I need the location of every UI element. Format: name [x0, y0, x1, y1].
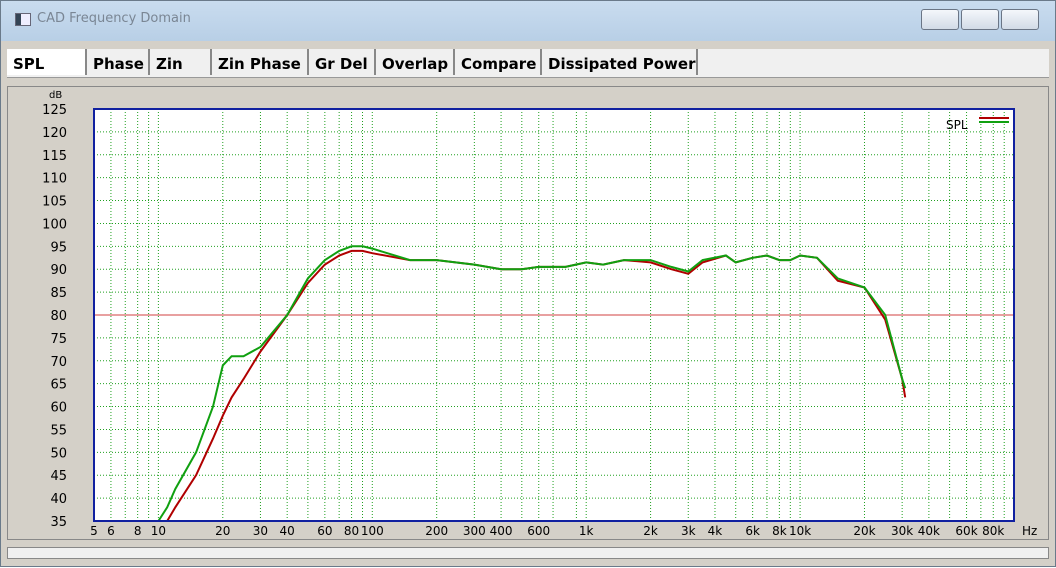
x-tick-label: 30k: [891, 524, 913, 538]
maximize-button[interactable]: [961, 9, 999, 30]
x-tick-label: 6k: [745, 524, 760, 538]
y-tick-label: 70: [50, 355, 67, 370]
x-tick-label: 4k: [708, 524, 723, 538]
tab[interactable]: Dissipated Power: [542, 49, 698, 75]
tab[interactable]: Overlap: [376, 49, 455, 75]
status-bar: [7, 547, 1049, 559]
y-tick-label: 105: [42, 195, 67, 210]
x-tick-label: 20k: [853, 524, 875, 538]
x-tick-label: 10k: [789, 524, 811, 538]
x-tick-label: 80: [344, 524, 359, 538]
y-tick-label: 55: [50, 423, 67, 438]
x-tick-label: 30: [253, 524, 268, 538]
x-tick-label: 60: [317, 524, 332, 538]
y-tick-label: 85: [50, 286, 67, 301]
tab[interactable]: Phase: [87, 49, 150, 75]
y-tick-label: 35: [50, 515, 67, 530]
x-tick-label: 20: [215, 524, 230, 538]
y-tick-label: 75: [50, 332, 67, 347]
y-tick-label: 50: [50, 446, 67, 461]
x-tick-label: 80k: [982, 524, 1004, 538]
y-tick-label: 65: [50, 378, 67, 393]
y-tick-label: 125: [42, 103, 67, 118]
x-tick-label: 6: [107, 524, 115, 538]
tab[interactable]: SPL: [7, 49, 87, 75]
tab-bar: SPL Phase Zin Zin Phase Gr Del Overlap C…: [7, 49, 1049, 78]
plot-border: [93, 108, 1015, 522]
y-tick-label: 80: [50, 309, 67, 324]
x-tick-label: 8: [134, 524, 142, 538]
x-tick-label: 1k: [579, 524, 594, 538]
y-tick-label: 45: [50, 469, 67, 484]
x-tick-label: 400: [490, 524, 513, 538]
y-tick-label: 90: [50, 263, 67, 278]
tab[interactable]: Zin Phase: [212, 49, 309, 75]
x-tick-label: 8k: [772, 524, 787, 538]
legend-label: SPL: [946, 118, 968, 132]
x-tick-label: 40: [280, 524, 295, 538]
x-tick-label: 200: [425, 524, 448, 538]
y-tick-label: 95: [50, 240, 67, 255]
tab[interactable]: Zin: [150, 49, 212, 75]
y-tick-label: 115: [42, 149, 67, 164]
minimize-button[interactable]: [921, 9, 959, 30]
x-tick-label: 60k: [955, 524, 977, 538]
x-tick-label: 300: [463, 524, 486, 538]
y-tick-label: 110: [42, 172, 67, 187]
series-line: [94, 245, 907, 522]
close-button[interactable]: [1001, 9, 1039, 30]
x-axis-label: Hz: [1022, 524, 1037, 538]
y-tick-label: 120: [42, 126, 67, 141]
x-tick-label: 2k: [643, 524, 658, 538]
x-tick-label: 3k: [681, 524, 696, 538]
y-tick-label: 60: [50, 401, 67, 416]
window-title: CAD Frequency Domain: [37, 11, 191, 26]
tab[interactable]: Gr Del: [309, 49, 376, 75]
x-tick-label: 100: [361, 524, 384, 538]
y-tick-label: 100: [42, 217, 67, 232]
x-tick-label: 40k: [918, 524, 940, 538]
x-tick-label: 600: [527, 524, 550, 538]
x-tick-label: 5: [90, 524, 98, 538]
app-icon: [15, 13, 31, 26]
y-tick-label: 40: [50, 492, 67, 507]
y-axis-label: dB: [49, 90, 62, 101]
x-tick-label: 10: [151, 524, 166, 538]
tab[interactable]: Compare: [455, 49, 542, 75]
